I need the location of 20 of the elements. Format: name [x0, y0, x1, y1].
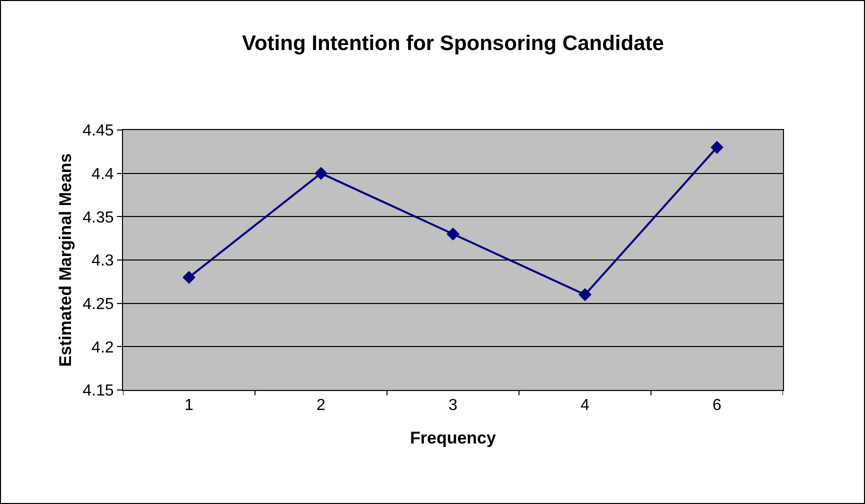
- point: [314, 166, 328, 180]
- y-axis-title: Estimated Marginal Means: [56, 153, 76, 367]
- y-tick-label: 4.2: [92, 339, 114, 356]
- y-tick-label: 4.3: [92, 252, 114, 270]
- y-tick-label: 4.45: [82, 122, 114, 140]
- x-tick-label: 3: [448, 397, 458, 414]
- y-tick-label: 4.25: [82, 296, 114, 313]
- chart-title: Voting Intention for Sponsoring Candidate: [242, 32, 664, 55]
- y-tick-label: 4.4: [92, 166, 114, 183]
- point: [182, 270, 196, 284]
- x-tick-label: 1: [184, 397, 194, 414]
- x-tick-label: 6: [712, 397, 722, 414]
- x-axis-title: Frequency: [410, 428, 497, 448]
- y-tick-label: 4.35: [82, 209, 114, 226]
- x-tick-label: 4: [580, 397, 590, 414]
- point: [446, 228, 460, 240]
- x-tick-label: 2: [316, 397, 326, 414]
- point: [578, 288, 592, 302]
- y-tick-label: 4.15: [82, 382, 114, 400]
- point: [710, 140, 724, 154]
